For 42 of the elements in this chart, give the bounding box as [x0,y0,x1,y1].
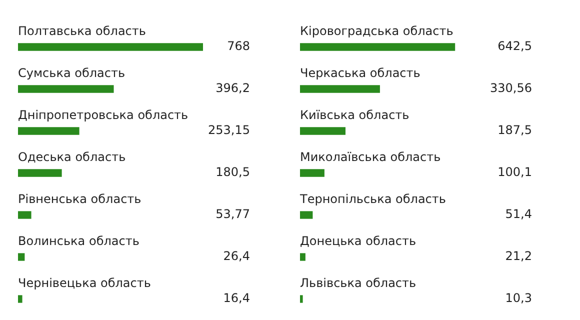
data-label: 396,2 [216,81,250,96]
category-label: Миколаївська область [300,150,441,164]
data-label: 253,15 [208,123,250,138]
category-label: Донецька область [300,234,416,248]
data-label: 51,4 [505,207,532,222]
category-label: Сумська область [18,66,126,80]
category-label: Одеська область [18,150,126,164]
data-label: 330,56 [490,81,532,96]
data-label: 100,1 [498,165,532,180]
data-label: 642,5 [498,39,532,54]
bar [18,43,203,51]
bar [300,127,346,135]
bar [18,169,62,177]
bar [300,43,456,51]
category-label: Кіровоградська область [300,24,454,38]
category-label: Чернівецька область [18,276,151,290]
category-label: Київська область [300,108,410,122]
data-label: 26,4 [223,249,250,264]
bar [18,253,25,261]
data-label: 16,4 [223,291,250,306]
data-label: 180,5 [216,165,250,180]
data-label: 187,5 [498,123,532,138]
category-label: Полтавська область [18,24,146,38]
category-label: Тернопільська область [300,192,446,206]
bar [300,295,303,303]
bar [18,295,22,303]
bar [300,211,313,219]
bar [300,169,324,177]
data-label: 768 [227,39,250,54]
bar [18,85,114,93]
category-label: Черкаська область [300,66,420,80]
category-label: Львівська область [300,276,416,290]
data-label: 21,2 [505,249,532,264]
bar [18,127,80,135]
category-label: Рівненська область [18,192,142,206]
data-label: 53,77 [216,207,250,222]
data-label: 10,3 [505,291,532,306]
category-label: Дніпропетровська область [18,108,188,122]
category-label: Волинська область [18,234,140,248]
bar [300,85,380,93]
bar [300,253,306,261]
bar [18,211,32,219]
